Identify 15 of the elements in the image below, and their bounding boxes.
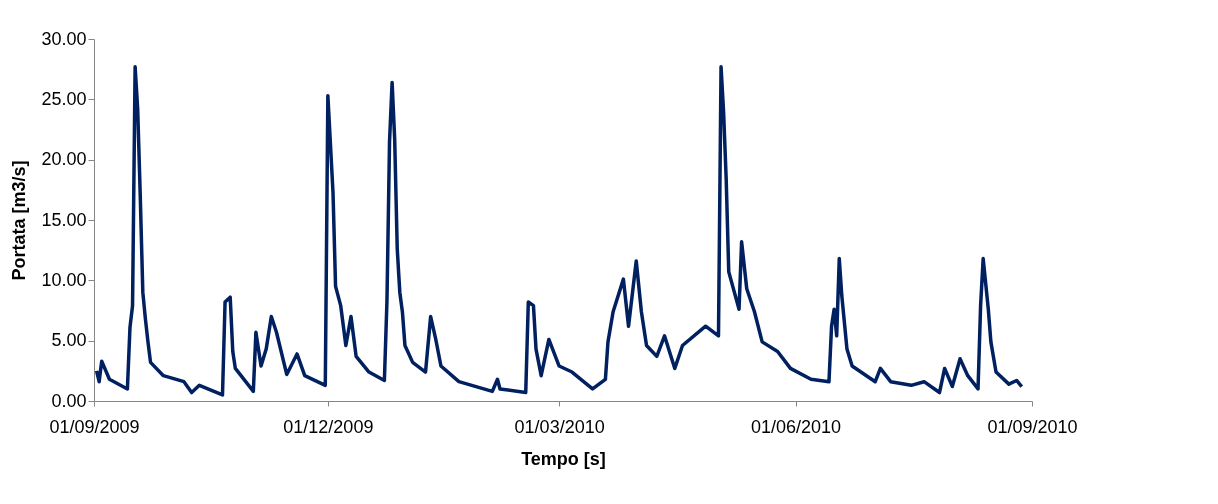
x-tick-label: 01/03/2010 [514,416,605,437]
line-series [94,65,1024,397]
x-tick-label: 01/09/2009 [49,416,140,437]
x-tick-label: 01/12/2009 [283,416,374,437]
x-tick-label: 01/06/2010 [751,416,842,437]
x-axis-title: Tempo [s] [521,448,606,469]
y-tick-label: 0.00 [51,390,87,411]
x-tick-label: 01/09/2010 [987,416,1078,437]
y-tick-label: 5.00 [51,330,87,351]
y-tick-label: 20.00 [41,149,87,170]
y-tick-label: 10.00 [41,269,87,290]
y-tick-label: 30.00 [41,28,87,49]
y-tick-label: 15.00 [41,209,87,230]
y-axis-title: Portata [m3/s] [9,160,30,281]
y-tick-label: 25.00 [41,88,87,109]
